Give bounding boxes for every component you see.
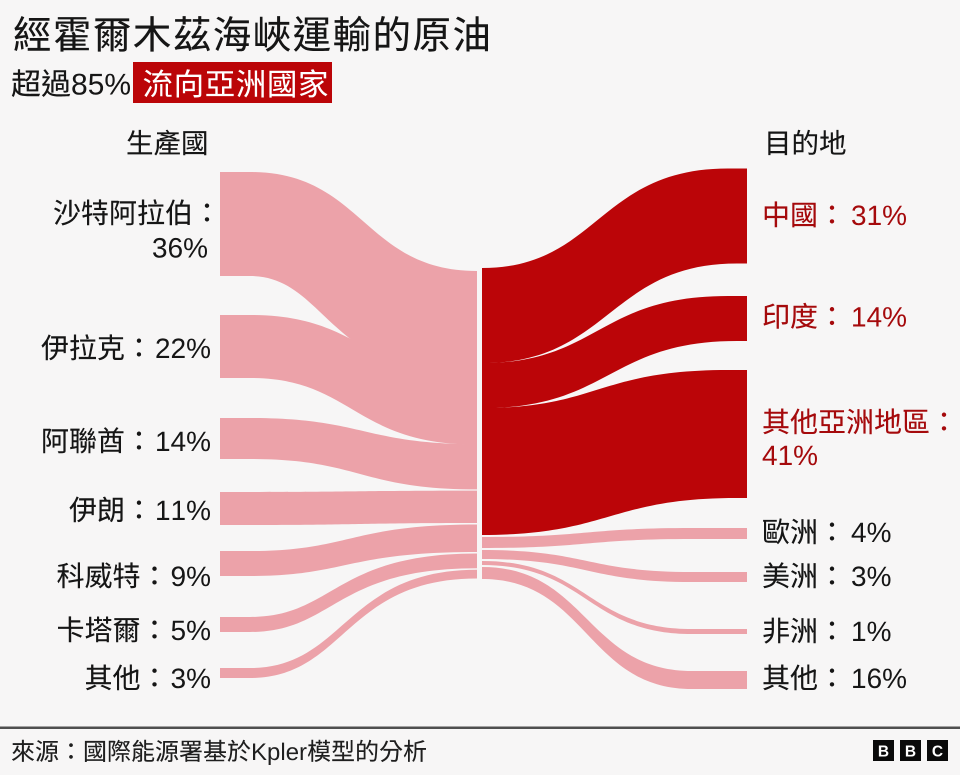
svg-text:B: B: [878, 744, 889, 761]
svg-text:C: C: [932, 744, 943, 761]
svg-text:B: B: [905, 744, 916, 761]
